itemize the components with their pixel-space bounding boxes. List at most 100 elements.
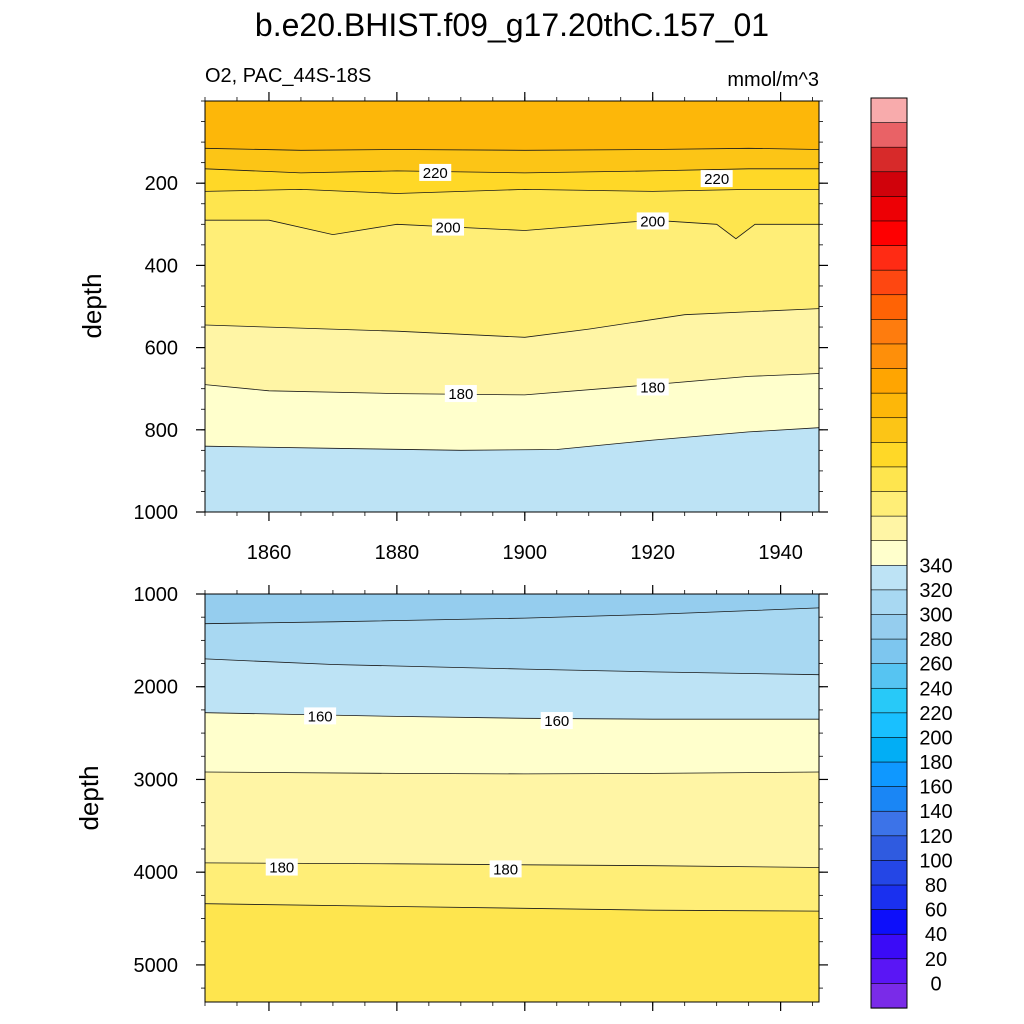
colorbar-swatch	[870, 442, 908, 468]
colorbar-swatch	[870, 245, 908, 271]
upper-axes: 200 400 600 800 1000 1860 1880 1900 1920 1940	[134, 92, 828, 564]
ytick-label: 400	[145, 255, 178, 277]
colorbar-swatch	[870, 589, 908, 616]
colorbar-label: 100	[919, 850, 952, 872]
contour-line-210	[205, 188, 819, 194]
colorbar-label: 200	[919, 728, 952, 750]
upper-contour-lines	[205, 147, 819, 451]
colorbar-swatch	[870, 220, 908, 247]
colorbar-label: 260	[919, 654, 952, 676]
colorbar-swatch	[870, 294, 908, 320]
colorbar-swatch	[870, 417, 908, 443]
colorbar-swatch	[870, 786, 908, 812]
colorbar-swatch	[870, 368, 908, 394]
contour-label-bg	[636, 212, 669, 230]
colorbar-label: 180	[919, 752, 952, 774]
colorbar-swatch	[870, 171, 908, 197]
colorbar-swatch	[870, 663, 908, 689]
xtick-label: 1900	[503, 542, 548, 564]
lower-fill-layer	[205, 594, 819, 1002]
contour-label-bg	[444, 385, 477, 403]
contour-label-bg	[419, 163, 452, 181]
colorbar-swatch	[870, 466, 908, 493]
colorbar-swatch	[870, 638, 908, 665]
colorbar-swatch	[870, 884, 908, 911]
xtick-label: 1940	[758, 542, 803, 564]
lower-panel: 160 160 180 180 1000 2000 3000 4000 5000 depth	[74, 584, 828, 1011]
colorbar-swatch	[870, 491, 908, 517]
contour-label-bg	[540, 712, 573, 730]
colorbar-swatch	[870, 540, 908, 566]
contour-line-170	[205, 427, 819, 451]
chart-units: mmol/m^3	[727, 69, 819, 91]
ytick-label: 1000	[134, 584, 179, 606]
colorbar-swatch	[870, 196, 908, 222]
colorbar-swatch	[870, 122, 908, 148]
ytick-label: 4000	[134, 862, 179, 884]
ytick-label: 5000	[134, 955, 179, 977]
colorbar-swatch	[870, 761, 908, 788]
contour-line-180	[205, 771, 819, 775]
contour-label-bg	[432, 218, 465, 236]
contour-label-bg	[700, 170, 733, 188]
upper-contour-labels: 220 220 200 200 180 180	[419, 163, 733, 403]
contour-label-bg	[636, 378, 669, 396]
xtick-label: 1920	[630, 542, 675, 564]
lower-plot-frame	[204, 593, 820, 1003]
colorbar-label: 0	[930, 973, 941, 995]
colorbar-swatch	[870, 909, 908, 935]
colorbar-swatch	[870, 712, 908, 739]
contour-line-200	[205, 219, 819, 240]
colorbar-frame	[870, 97, 908, 1009]
contour-label: 160	[308, 708, 333, 725]
ytick-label: 200	[145, 173, 178, 195]
colorbar-swatch	[870, 343, 908, 370]
ytick-label: 600	[145, 338, 178, 360]
contour-line-150	[205, 607, 819, 625]
ytick-label: 3000	[134, 769, 179, 791]
contour-label-bg	[489, 860, 522, 878]
contour-line-180	[205, 373, 819, 396]
upper-panel: 220 220 200 200 180 180 200 400 600 800 1000 1860 1…	[77, 92, 828, 564]
colorbar-label: 220	[919, 703, 952, 725]
colorbar-swatch	[870, 269, 908, 296]
contour-label: 180	[448, 386, 473, 403]
xtick-label: 1860	[247, 542, 292, 564]
lower-contour-labels: 160 160 180 180	[265, 707, 573, 878]
colorbar-label: 80	[925, 875, 947, 897]
colorbar-label: 280	[919, 629, 952, 651]
contour-line-190	[205, 308, 819, 338]
colorbar-label: 320	[919, 580, 952, 602]
upper-ylabel: depth	[77, 273, 107, 338]
colorbar-swatch	[870, 958, 908, 984]
colorbar-swatch	[870, 564, 908, 591]
ytick-label: 800	[145, 420, 178, 442]
colorbar-label: 340	[919, 555, 952, 577]
contour-label: 180	[640, 379, 665, 396]
contour-label: 200	[436, 220, 461, 237]
upper-fill-layer	[205, 101, 819, 512]
colorbar-swatch	[870, 515, 908, 542]
colorbar-swatch	[870, 860, 908, 886]
chart-subtitle-left: O2, PAC_44S-18S	[205, 65, 371, 87]
contour-line-200	[205, 903, 819, 912]
contour-label: 160	[544, 713, 569, 730]
contour-line-230	[205, 147, 819, 151]
colorbar-label: 160	[919, 777, 952, 799]
colorbar-swatch	[870, 97, 908, 124]
colorbar: 0204060801001201401601802002202402602803…	[870, 97, 953, 1009]
contour-label: 180	[493, 861, 518, 878]
contour-label: 180	[269, 860, 294, 877]
chart-title: b.e20.BHIST.f09_g17.20thC.157_01	[255, 7, 769, 43]
contour-label: 220	[704, 171, 729, 188]
colorbar-swatch	[870, 737, 908, 763]
colorbar-label: 140	[919, 801, 952, 823]
colorbar-swatch	[870, 933, 908, 960]
colorbar-swatch	[870, 810, 908, 837]
colorbar-swatch	[870, 614, 908, 640]
lower-ylabel: depth	[74, 765, 104, 830]
colorbar-swatch	[870, 983, 908, 1009]
colorbar-swatch	[870, 146, 908, 173]
colorbar-swatch	[870, 392, 908, 419]
